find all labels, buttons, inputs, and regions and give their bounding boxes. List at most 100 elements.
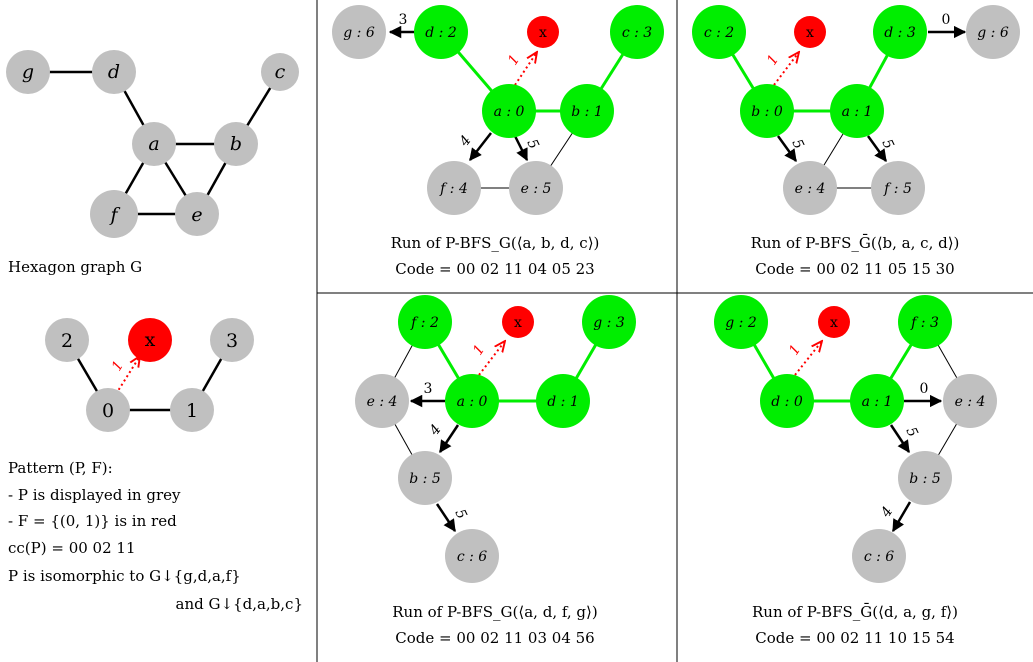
pattern-text-line-2: - P is displayed in grey bbox=[8, 486, 181, 504]
run3-edge-b-c bbox=[435, 503, 457, 533]
pattern-node-3 bbox=[210, 318, 254, 362]
run-1-graph: g : 6 d : 2 x c : 3 a : 0 b : 1 f : 4 e … bbox=[332, 5, 664, 215]
run1-node-e bbox=[509, 161, 563, 215]
run3-edge-a-x bbox=[478, 341, 505, 376]
run2-label-b: b : 0 bbox=[751, 104, 783, 120]
run1-node-a bbox=[482, 84, 536, 138]
run3-edge-a-b bbox=[438, 424, 460, 454]
run4-node-d bbox=[760, 374, 814, 428]
run4-node-c bbox=[852, 529, 906, 583]
run3-caption: Run of P-BFS_G(⟨a, d, f, g⟩) bbox=[392, 603, 597, 621]
run3-node-b bbox=[398, 451, 452, 505]
run2-edge-label-af: 5 bbox=[878, 137, 896, 152]
run1-edge-a-e bbox=[513, 135, 529, 162]
run1-label-b: b : 1 bbox=[571, 104, 603, 120]
run2-node-e bbox=[783, 161, 837, 215]
run1-caption: Run of P-BFS_G(⟨a, b, d, c⟩) bbox=[391, 234, 600, 252]
run4-label-a: a : 1 bbox=[862, 394, 893, 410]
run2-edge-b-x bbox=[773, 52, 799, 86]
run2-node-d bbox=[873, 5, 927, 59]
run2-code: Code = 00 02 11 05 15 30 bbox=[755, 260, 954, 278]
node-label-a: a bbox=[148, 133, 159, 155]
run-4-graph: g : 2 x f : 3 d : 0 a : 1 e : 4 b : 5 c … bbox=[714, 295, 997, 583]
run4-edge-label-ae: 0 bbox=[920, 381, 929, 397]
run4-label-f: f : 3 bbox=[910, 315, 939, 331]
run4-node-f bbox=[898, 295, 952, 349]
run2-edge-b-e bbox=[776, 135, 798, 163]
run1-label-g: g : 6 bbox=[343, 25, 375, 41]
run1-edge-label-af: 4 bbox=[456, 133, 475, 151]
pattern-text-line-4: cc(P) = 00 02 11 bbox=[8, 539, 136, 557]
run3-node-c bbox=[445, 529, 499, 583]
hexagon-caption: Hexagon graph G bbox=[8, 258, 142, 276]
run3-edge-label-ax: 1 bbox=[470, 342, 488, 358]
node-e bbox=[175, 192, 219, 236]
run4-code: Code = 00 02 11 10 15 54 bbox=[755, 629, 954, 647]
pattern-node-1 bbox=[170, 388, 214, 432]
run3-label-b: b : 5 bbox=[409, 471, 441, 487]
run4-node-x bbox=[818, 306, 850, 338]
run4-edge-b-c bbox=[891, 501, 912, 533]
run4-label-b: b : 5 bbox=[909, 471, 941, 487]
run-2-graph: c : 2 x d : 3 g : 6 b : 0 a : 1 e : 4 f … bbox=[692, 5, 1020, 215]
run3-label-d: d : 1 bbox=[547, 394, 579, 410]
run1-edge-a-f bbox=[469, 132, 492, 161]
run3-node-e bbox=[355, 374, 409, 428]
node-d bbox=[92, 50, 136, 94]
run3-code: Code = 00 02 11 03 04 56 bbox=[395, 629, 594, 647]
node-c bbox=[261, 53, 299, 91]
hexagon-graph: g d c a b f e bbox=[6, 50, 299, 238]
run2-label-d: d : 3 bbox=[884, 25, 916, 41]
node-label-b: b bbox=[230, 133, 242, 155]
run-3-graph: f : 2 x g : 3 e : 4 a : 0 d : 1 b : 5 c … bbox=[355, 295, 636, 583]
run2-node-a bbox=[830, 84, 884, 138]
run4-node-b bbox=[898, 451, 952, 505]
pattern-text-line-5: P is isomorphic to G↓{g,d,a,f} bbox=[8, 567, 241, 585]
run4-label-c: c : 6 bbox=[864, 549, 894, 565]
run2-node-f bbox=[871, 161, 925, 215]
run2-node-g bbox=[966, 5, 1020, 59]
pattern-label-x: x bbox=[145, 329, 156, 351]
run3-node-f bbox=[398, 295, 452, 349]
node-label-c: c bbox=[275, 61, 286, 83]
run2-node-c bbox=[692, 5, 746, 59]
pattern-label-0: 0 bbox=[102, 400, 114, 422]
run2-edge-label-bx: 1 bbox=[764, 52, 782, 68]
run4-caption: Run of P-BFS_Ḡ(⟨d, a, g, f⟩) bbox=[752, 603, 958, 621]
pattern-text-line-1: Pattern (P, F): bbox=[8, 459, 113, 477]
run2-node-b bbox=[740, 84, 794, 138]
run1-node-c bbox=[610, 5, 664, 59]
run4-node-g bbox=[714, 295, 768, 349]
run1-code: Code = 00 02 11 04 05 23 bbox=[395, 260, 594, 278]
run3-edge-label-ae: 3 bbox=[424, 381, 433, 397]
run4-edge-label-ab: 5 bbox=[902, 425, 920, 440]
pattern-label-2: 2 bbox=[61, 330, 73, 352]
run4-label-e: e : 4 bbox=[955, 394, 986, 410]
run1-label-d: d : 2 bbox=[425, 25, 457, 41]
run3-edge-label-ab: 4 bbox=[426, 422, 445, 440]
run2-edge-label-be: 5 bbox=[788, 137, 806, 152]
pattern-node-0 bbox=[86, 388, 130, 432]
run4-label-d: d : 0 bbox=[771, 394, 803, 410]
run4-node-e bbox=[943, 374, 997, 428]
pattern-edge-0-x bbox=[115, 356, 140, 395]
node-b bbox=[214, 122, 258, 166]
run4-label-g: g : 2 bbox=[725, 315, 757, 331]
run2-label-f: f : 5 bbox=[883, 181, 912, 197]
run1-label-x: x bbox=[539, 25, 547, 41]
run3-label-g: g : 3 bbox=[593, 315, 625, 331]
run1-edge-label-dg: 3 bbox=[399, 12, 408, 28]
run1-label-e: e : 5 bbox=[521, 181, 552, 197]
run2-edge-a-f bbox=[866, 135, 888, 163]
run2-label-a: a : 1 bbox=[842, 104, 873, 120]
run2-label-c: c : 2 bbox=[704, 25, 734, 41]
run1-node-d bbox=[414, 5, 468, 59]
run1-edge-label-ax: 1 bbox=[505, 52, 523, 68]
run3-edge-label-bc: 5 bbox=[451, 507, 469, 522]
run4-node-a bbox=[850, 374, 904, 428]
run1-label-f: f : 4 bbox=[439, 181, 468, 197]
run3-node-d bbox=[536, 374, 590, 428]
pattern-graph: 2 x 3 0 1 1 bbox=[45, 318, 254, 432]
run2-label-e: e : 4 bbox=[795, 181, 826, 197]
